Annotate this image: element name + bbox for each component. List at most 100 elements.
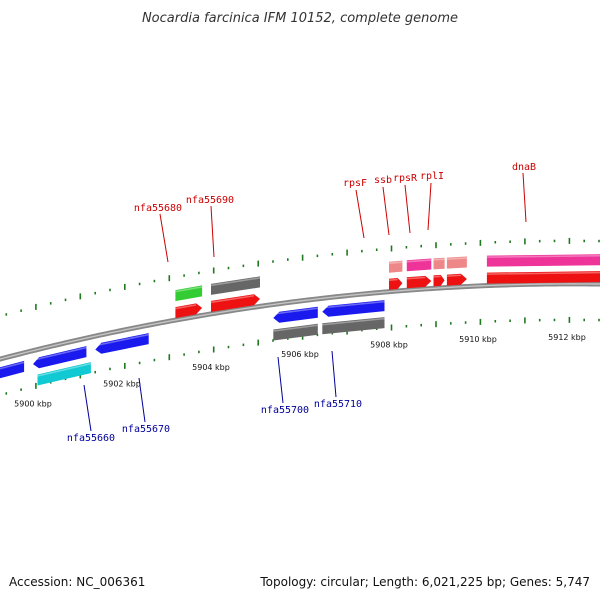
gene-block[interactable] (37, 362, 91, 386)
gene-highlight (210, 277, 261, 287)
leader-line-reverse (331, 350, 337, 398)
gene-block[interactable] (486, 254, 600, 267)
gene-highlight (486, 271, 600, 275)
gene-feature[interactable] (37, 362, 92, 386)
gene-highlight (273, 324, 318, 332)
leader-line-reverse (277, 356, 284, 404)
cds-arrow[interactable] (322, 300, 385, 317)
gene-feature[interactable] (0, 360, 25, 384)
leader-line-forward (159, 213, 169, 263)
gene-feature[interactable] (175, 303, 203, 319)
gene-feature[interactable] (446, 256, 467, 269)
forward-gene-labels: nfa55680 nfa55690 rpsF ssb rpsR rplI dna… (134, 162, 536, 214)
label-leaders (83, 172, 527, 432)
reverse-gene-labels: nfa55660 nfa55670 nfa55700 nfa55710 (67, 399, 362, 444)
gene-highlight (433, 275, 441, 278)
cds-arrow[interactable] (486, 271, 600, 284)
leader-line-forward (210, 205, 215, 258)
gene-highlight (486, 255, 600, 258)
tick-label: 5902 kbp (103, 380, 141, 389)
genome-summary-text: Topology: circular; Length: 6,021,225 bp… (259, 575, 590, 589)
cds-arrow[interactable] (433, 274, 445, 287)
tick-label: 5904 kbp (192, 363, 230, 372)
gene-feature[interactable] (486, 254, 600, 267)
gene-label-rpsF[interactable]: rpsF (343, 178, 367, 189)
tick-label: 5912 kbp (548, 333, 586, 342)
cds-arrow[interactable] (406, 275, 432, 289)
gene-feature[interactable] (210, 294, 260, 312)
gene-feature[interactable] (32, 346, 87, 369)
cds-arrow[interactable] (211, 294, 260, 312)
gene-block[interactable] (446, 256, 467, 269)
gene-feature[interactable] (95, 333, 149, 354)
gene-block[interactable] (389, 260, 403, 273)
tick-labels: 5900 kbp 5902 kbp 5904 kbp 5906 kbp 5908 kbp… (14, 333, 586, 409)
gene-feature[interactable] (273, 306, 318, 323)
gene-highlight (388, 261, 403, 264)
cds-arrow[interactable] (273, 306, 318, 323)
gene-highlight (32, 346, 87, 361)
gene-feature[interactable] (210, 276, 261, 295)
gene-highlight (175, 286, 203, 293)
gene-feature[interactable] (406, 258, 432, 272)
gene-feature[interactable] (406, 275, 432, 289)
gene-block[interactable] (175, 285, 203, 302)
gene-highlight (406, 276, 426, 280)
leader-line-reverse (138, 377, 146, 423)
gene-highlight (37, 362, 92, 377)
gene-feature[interactable] (175, 285, 203, 302)
gene-feature[interactable] (486, 271, 600, 284)
gene-highlight (95, 333, 149, 347)
map-title: Nocardia farcinica IFM 10152, complete g… (142, 11, 458, 26)
gene-block[interactable] (211, 276, 260, 295)
cds-arrow[interactable] (175, 303, 203, 319)
gene-highlight (273, 307, 318, 315)
leader-line-forward (404, 184, 411, 234)
gene-highlight (322, 300, 385, 309)
gene-highlight (433, 258, 445, 261)
cds-arrow[interactable] (446, 273, 467, 286)
cds-arrow[interactable] (389, 278, 403, 290)
gene-label-nfa55700[interactable]: nfa55700 (261, 405, 309, 416)
gene-feature[interactable] (433, 274, 445, 287)
gene-feature[interactable] (273, 323, 318, 341)
cds-arrow[interactable] (95, 333, 149, 354)
gene-highlight (322, 317, 385, 326)
gene-label-ssb[interactable]: ssb (374, 175, 392, 186)
cds-arrow[interactable] (33, 346, 87, 369)
gene-feature[interactable] (322, 317, 385, 335)
gene-label-nfa55680[interactable]: nfa55680 (134, 203, 182, 214)
gene-block[interactable] (406, 258, 432, 272)
tick-label: 5910 kbp (459, 335, 497, 344)
gene-highlight (210, 294, 255, 304)
gene-label-nfa55690[interactable]: nfa55690 (186, 195, 234, 206)
tick-label: 5906 kbp (281, 350, 319, 359)
leader-line-reverse (83, 384, 92, 432)
gene-label-rplI[interactable]: rplI (420, 171, 444, 182)
gene-label-rpsR[interactable]: rpsR (393, 173, 418, 184)
accession-text: Accession: NC_006361 (9, 575, 145, 589)
gene-feature[interactable] (388, 278, 403, 290)
gene-feature[interactable] (322, 300, 385, 317)
gene-feature[interactable] (433, 257, 445, 270)
leader-line-forward (355, 189, 365, 239)
gene-block[interactable] (273, 323, 318, 341)
gene-highlight (446, 257, 467, 260)
gene-block[interactable] (322, 317, 385, 335)
gene-feature[interactable] (388, 260, 403, 273)
genome-backbone (0, 281, 600, 362)
leader-line-forward (382, 186, 390, 236)
gene-highlight (175, 304, 197, 310)
gene-feature[interactable] (446, 273, 467, 286)
gene-label-nfa55710[interactable]: nfa55710 (314, 399, 362, 410)
gene-label-dnaB[interactable]: dnaB (512, 162, 536, 173)
cds-arrow[interactable] (0, 360, 25, 384)
gene-label-nfa55670[interactable]: nfa55670 (122, 424, 170, 435)
gene-block[interactable] (433, 257, 445, 270)
leader-line-forward (522, 172, 527, 223)
gene-features (0, 254, 600, 386)
backbone-highlight (0, 283, 600, 360)
tick-label: 5908 kbp (370, 341, 408, 350)
gene-label-nfa55660[interactable]: nfa55660 (67, 433, 115, 444)
